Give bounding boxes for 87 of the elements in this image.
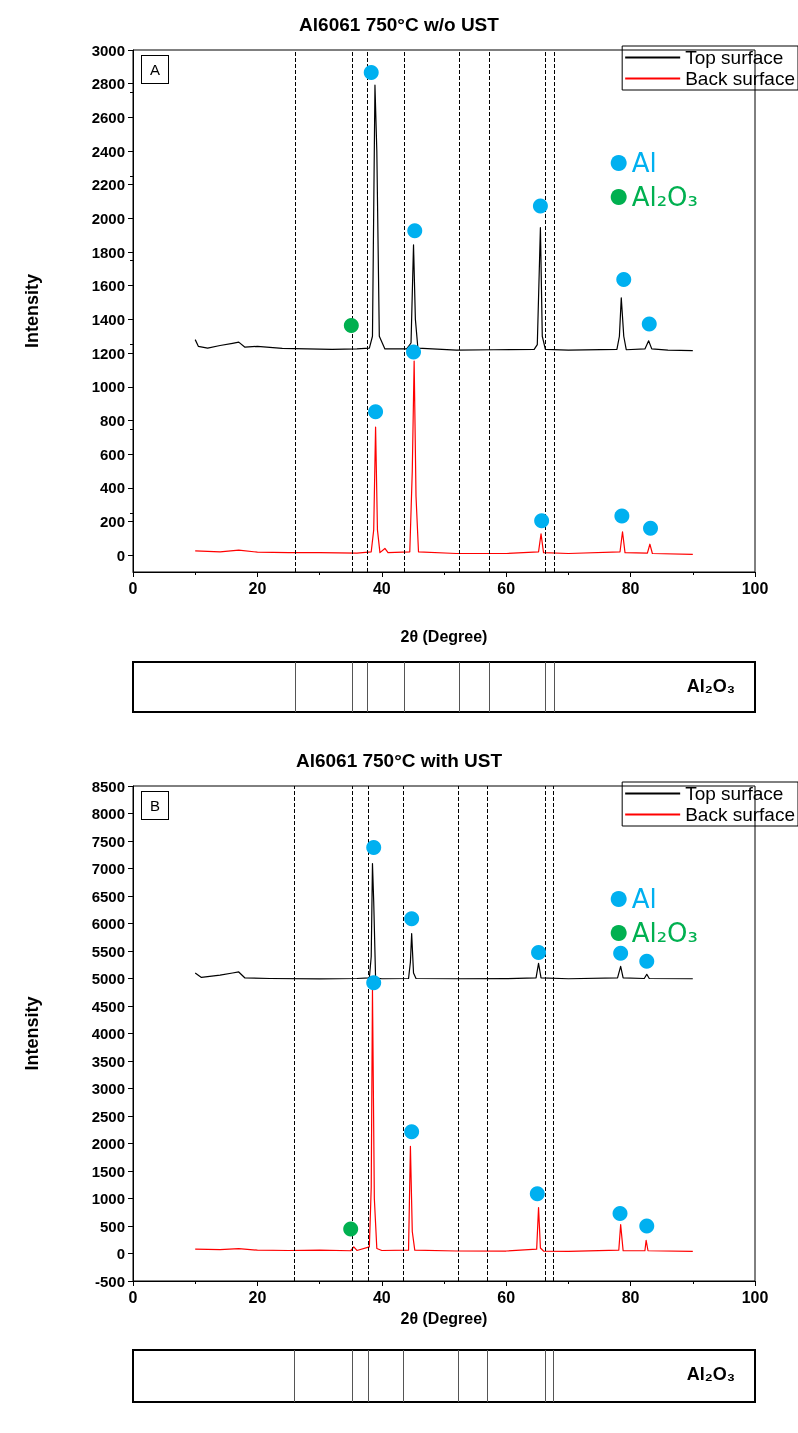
y-tick-label: 0 (116, 546, 125, 564)
point (406, 344, 422, 360)
x-tick-label: 60 (497, 579, 516, 597)
legend-label: Back surface (685, 68, 795, 89)
point (641, 316, 657, 332)
legend-label: Top surface (685, 783, 784, 804)
y-tick-label: 0 (116, 1245, 125, 1262)
point (534, 513, 550, 529)
y-axis-title: Intensity (22, 996, 42, 1071)
y-tick-label: 2000 (91, 1135, 125, 1152)
point (404, 1124, 420, 1140)
y-tick-label: 3000 (91, 1080, 125, 1097)
y-tick-label: 1200 (91, 344, 125, 362)
point (363, 65, 379, 81)
point (613, 945, 629, 961)
point (366, 840, 382, 856)
y-tick-label: 1000 (91, 378, 125, 396)
point (614, 508, 630, 524)
y-tick-label: 500 (99, 1217, 125, 1235)
y-axis-title: Intensity (22, 273, 42, 349)
x-tick-label: 0 (128, 579, 138, 597)
y-tick-label: 5500 (91, 942, 125, 960)
x-tick-label: 0 (128, 1288, 138, 1306)
y-tick-label: 600 (99, 445, 125, 463)
text: Al₂O₃ (686, 676, 736, 696)
x-tick-label: 80 (621, 1288, 640, 1306)
y-tick-label: 6500 (91, 887, 125, 905)
y-tick-label: 800 (99, 411, 125, 429)
y-tick-label: 2500 (91, 1107, 125, 1125)
y-tick-label: 6000 (91, 915, 125, 932)
y-tick-label: 1800 (91, 243, 125, 261)
y-tick-label: 200 (99, 512, 125, 530)
y-tick-label: 3500 (91, 1052, 125, 1070)
point (639, 953, 655, 969)
y-tick-label: 3000 (91, 41, 125, 59)
x-tick-label: 60 (497, 1288, 516, 1306)
y-tick-label: 2800 (91, 75, 125, 93)
point (531, 945, 547, 961)
y-tick-label: 4500 (91, 997, 125, 1015)
x-tick-label: 80 (621, 579, 640, 597)
point (366, 975, 382, 991)
legend-label: Al (631, 148, 657, 178)
y-tick-label: 2600 (91, 108, 125, 126)
chart-title: Al6061 750°C with UST (295, 750, 503, 771)
point (616, 272, 632, 288)
point (368, 404, 384, 420)
y-tick-label: 1600 (91, 277, 125, 295)
y-tick-label: 2000 (91, 209, 125, 227)
legend-label: Al (631, 884, 657, 914)
y-tick-label: 1400 (91, 310, 125, 328)
annotation: A (150, 61, 161, 78)
point (343, 1221, 359, 1237)
x-tick-label: 20 (248, 1288, 267, 1306)
y-tick-label: 8000 (91, 805, 125, 822)
legend-label: Top surface (685, 47, 784, 68)
y-tick-label: 2200 (91, 176, 125, 194)
point (404, 911, 420, 927)
x-tick-label: 20 (248, 579, 267, 597)
annotation: B (150, 797, 161, 814)
y-tick-label: 1500 (91, 1162, 125, 1180)
y-tick-label: -500 (94, 1272, 125, 1290)
point (532, 198, 548, 214)
y-tick-label: 7500 (91, 832, 125, 850)
y-tick-label: 400 (99, 479, 125, 497)
point (407, 223, 423, 239)
x-tick-label: 100 (741, 579, 769, 597)
chart-title: Al6061 750°C w/o UST (299, 14, 500, 35)
x-axis-title: 2θ (Degree) (400, 627, 488, 645)
text: Al₂O₃ (686, 1364, 736, 1384)
y-tick-label: 7000 (91, 860, 125, 877)
x-tick-label: 40 (372, 1288, 391, 1306)
x-tick-label: 40 (372, 579, 391, 597)
x-tick-label: 100 (741, 1288, 769, 1306)
legend-label: Al₂O₃ (631, 918, 699, 948)
point (639, 1218, 655, 1234)
y-tick-label: 1000 (91, 1190, 125, 1207)
point (529, 1186, 545, 1202)
y-tick-label: 2400 (91, 142, 125, 160)
y-tick-label: 8500 (91, 777, 125, 795)
y-tick-label: 5000 (91, 970, 125, 987)
point (643, 520, 658, 536)
point (612, 1206, 628, 1222)
x-axis-title: 2θ (Degree) (400, 1309, 488, 1327)
legend-label: Back surface (685, 804, 795, 825)
legend-label: Al₂O₃ (631, 182, 699, 212)
point (343, 317, 359, 333)
y-tick-label: 4000 (91, 1025, 125, 1042)
